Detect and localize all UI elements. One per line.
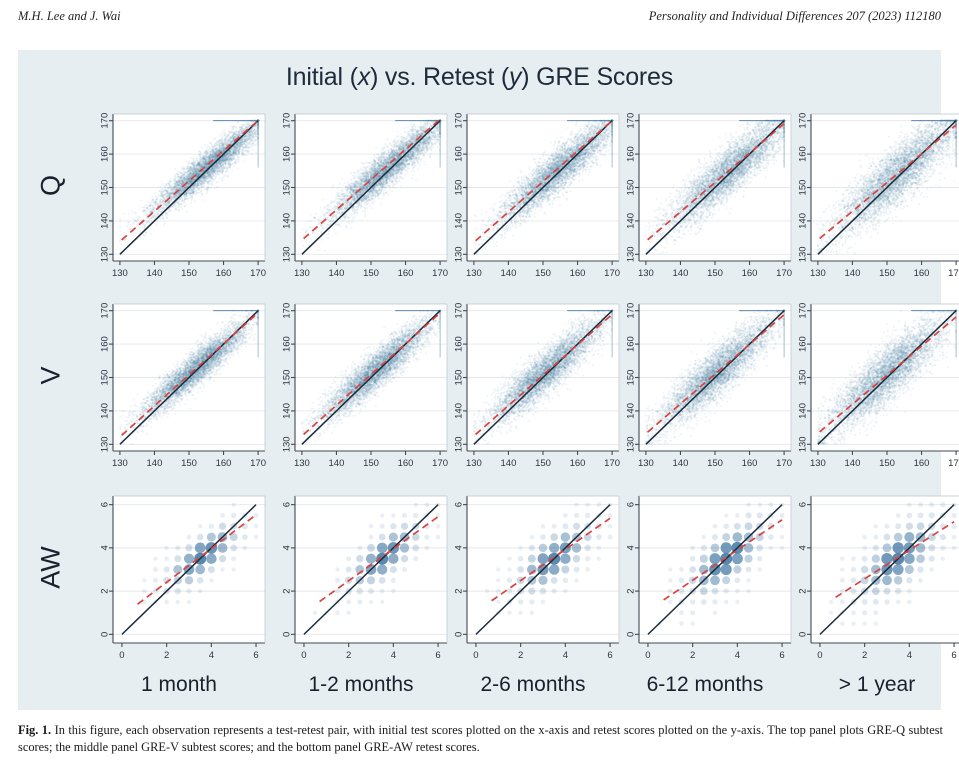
panel-grid: Q 130 140 150 160 170 130 140 150 160 170 130 140 150… (18, 106, 959, 706)
figure-title-mid: ) vs. Retest ( (370, 63, 509, 91)
panel-v-2: 130 140 150 160 170 130 140 150 160 170 (265, 298, 457, 477)
figure-title-prefix: Initial ( (286, 63, 358, 91)
panel-q-2: 130 140 150 160 170 130 140 150 160 170 (265, 108, 457, 287)
column-label-2: 1-2 months (265, 673, 457, 697)
row-label-q: Q (36, 155, 67, 215)
panel-q-1: 130 140 150 160 170 130 140 150 160 170 (83, 108, 275, 287)
figure-caption-label: Fig. 1. (18, 723, 51, 737)
panel-v-1: 130 140 150 160 170 130 140 150 160 170 (83, 298, 275, 477)
running-head-authors: M.H. Lee and J. Wai (18, 9, 121, 24)
figure-title-suffix: ) GRE Scores (521, 63, 673, 91)
column-label-1: 1 month (83, 673, 275, 697)
column-label-4: 6-12 months (609, 673, 801, 697)
panel-q-3: 130 140 150 160 170 130 140 150 160 170 (437, 108, 629, 287)
panel-v-3: 130 140 150 160 170 130 140 150 160 170 (437, 298, 629, 477)
figure-caption-text: In this figure, each observation represe… (18, 723, 943, 754)
row-label-aw: AW (36, 537, 67, 597)
panel-q-4: 130 140 150 160 170 130 140 150 160 170 (609, 108, 801, 287)
running-head: M.H. Lee and J. Wai Personality and Indi… (0, 9, 959, 29)
figure-title-y-var: y (509, 63, 522, 91)
figure-title-x-var: x (358, 63, 371, 91)
column-label-5: > 1 year (781, 673, 959, 697)
row-label-v: V (36, 345, 67, 405)
figure-title: Initial (x) vs. Retest (y) GRE Scores (18, 63, 941, 92)
column-label-3: 2-6 months (437, 673, 629, 697)
figure-caption: Fig. 1. In this figure, each observation… (18, 722, 943, 756)
running-head-journal: Personality and Individual Differences 2… (649, 9, 941, 24)
panel-v-4: 130 140 150 160 170 130 140 150 160 170 (609, 298, 801, 477)
